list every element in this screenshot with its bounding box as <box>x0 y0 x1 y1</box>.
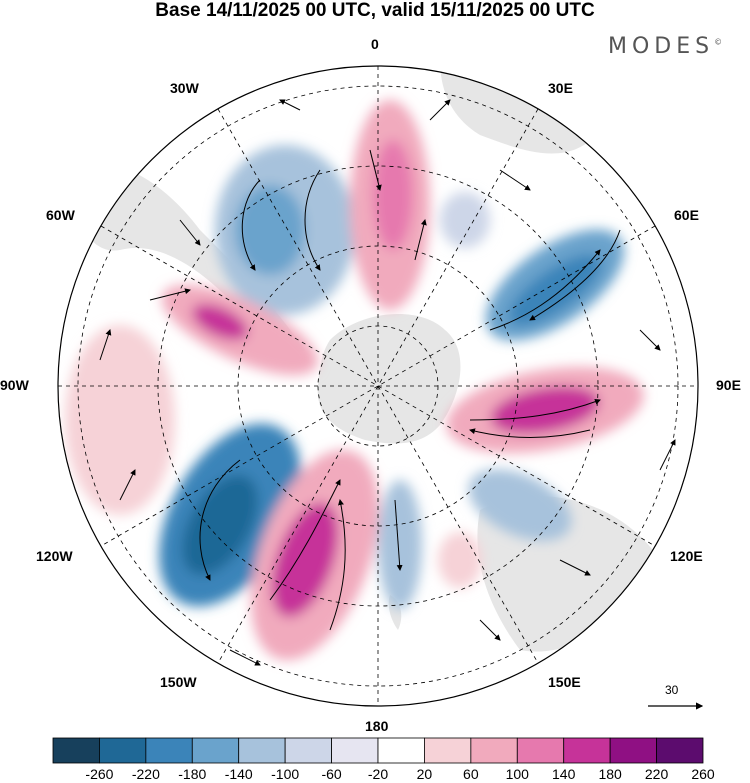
colorbar-box <box>52 737 100 764</box>
colorbar-box <box>238 737 286 764</box>
map-title: Base 14/11/2025 00 UTC, valid 15/11/2025… <box>155 0 595 21</box>
lon-label-60e: 60E <box>674 207 699 223</box>
brand-text: MODES <box>608 34 715 59</box>
colorbar-tick-label: 220 <box>644 766 669 782</box>
map-border <box>57 65 699 707</box>
lon-label-120e: 120E <box>670 548 703 564</box>
pos-anomaly-tasman <box>438 532 482 588</box>
antarctica <box>317 313 461 444</box>
wind-vectors <box>99 99 676 666</box>
lon-label-150w: 150W <box>160 674 197 690</box>
lon-label-90e: 90E <box>716 377 741 393</box>
colorbar-tick-label: -140 <box>224 766 253 782</box>
lon-label-60w: 60W <box>46 207 75 223</box>
colorbar-tick-label: -220 <box>131 766 160 782</box>
pos-anomaly-west <box>65 325 175 515</box>
brand-mark: © <box>714 37 723 47</box>
colorbar-box <box>145 737 193 764</box>
lon-label-150e: 150E <box>548 674 581 690</box>
lon-label-30w: 30W <box>170 80 199 96</box>
colorbar-box <box>609 737 657 764</box>
colorbar-tick-label: -20 <box>367 766 389 782</box>
graticule <box>58 66 698 706</box>
colorbar-box <box>470 737 518 764</box>
lon-label-180: 180 <box>365 718 389 734</box>
colorbar-tick-label: -260 <box>85 766 114 782</box>
colorbar-box <box>424 737 472 764</box>
colorbar-tick-label: -180 <box>178 766 207 782</box>
colorbar-box <box>191 737 240 764</box>
colorbar-box <box>377 737 425 764</box>
colorbar-box <box>284 737 332 764</box>
lon-label-120w: 120W <box>36 548 73 564</box>
anomaly-field <box>65 100 644 661</box>
colorbar-tick-label: 260 <box>691 766 715 782</box>
map-disc <box>58 66 698 706</box>
lon-label-0: 0 <box>371 36 379 52</box>
colorbar-tick-label: 20 <box>416 766 433 782</box>
lon-label-30e: 30E <box>548 80 573 96</box>
colorbar-tick-label: 180 <box>598 766 622 782</box>
reference-vector-label: 30 <box>665 683 679 697</box>
colorbar <box>52 737 704 764</box>
colorbar-box <box>99 737 147 764</box>
colorbar-tick-label: -100 <box>271 766 300 782</box>
colorbar-box <box>331 737 379 764</box>
colorbar-box <box>516 737 565 764</box>
neg-anomaly-indian-west <box>440 192 490 248</box>
colorbar-tick-label: 60 <box>463 766 479 782</box>
colorbar-box <box>563 737 611 764</box>
neg-anomaly-ross <box>378 480 422 610</box>
lon-label-90w: 90W <box>0 377 29 393</box>
colorbar-box <box>656 737 704 764</box>
colorbar-tick-label: 140 <box>552 766 576 782</box>
colorbar-tick-label: -60 <box>321 766 342 782</box>
colorbar-tick-label: 100 <box>505 766 529 782</box>
neg-anomaly-australia <box>468 469 572 541</box>
brand-logo: MODES© <box>608 34 722 59</box>
